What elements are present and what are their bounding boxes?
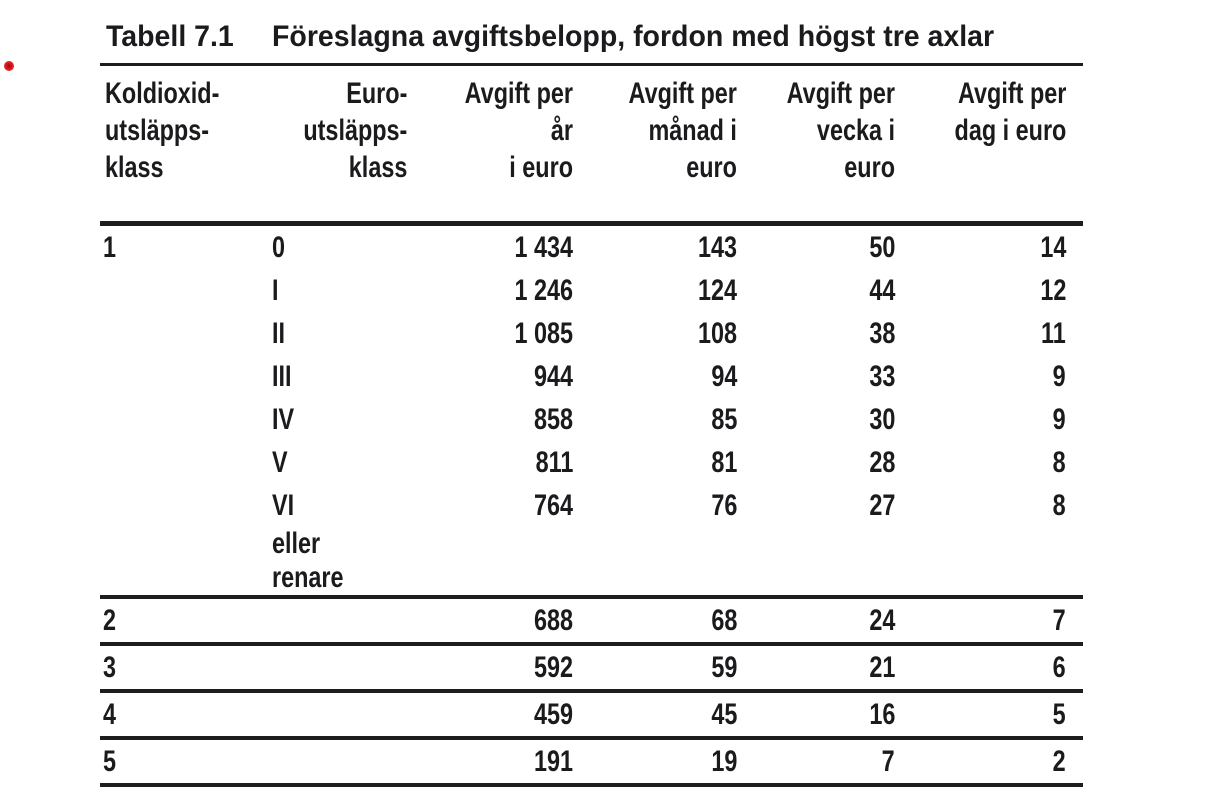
- cell-per-month: 45: [710, 697, 737, 731]
- table-figure: Tabell 7.1 Föreslagna avgiftsbelopp, for…: [100, 16, 1083, 787]
- cell-per-week: 33: [868, 359, 895, 393]
- cell-per-year: 858: [533, 402, 573, 436]
- cell-co2-class: [100, 398, 260, 441]
- cell-euro-class: [260, 738, 412, 785]
- cell-per-month: 59: [710, 650, 737, 684]
- table-row: 3 592 59 21 6: [100, 644, 1083, 691]
- cell-per-month: 124: [697, 273, 737, 307]
- cell-per-week: 16: [868, 697, 895, 731]
- table-row: V 811 81 28 8: [100, 441, 1083, 484]
- fee-table: Koldioxid- utsläpps- klass Euro- utsläpp…: [100, 63, 1083, 787]
- cell-co2-class: [100, 484, 260, 527]
- header-row: Koldioxid- utsläpps- klass Euro- utsläpp…: [100, 65, 1083, 224]
- table-row: IV 858 85 30 9: [100, 398, 1083, 441]
- table-row: 1 0 1 434 143 50 14: [100, 224, 1083, 270]
- cell-per-week: 44: [868, 273, 895, 307]
- cell-per-week: 7: [881, 744, 895, 778]
- cell-per-day: 5: [1052, 697, 1066, 731]
- cell-per-month: 94: [710, 359, 737, 393]
- cell-per-year: [412, 527, 573, 597]
- cell-euro-class: [260, 597, 412, 644]
- cell-per-week: 24: [868, 603, 895, 637]
- cell-per-day: 14: [1039, 230, 1066, 264]
- cell-euro-class: III: [272, 359, 292, 393]
- col-header-per-year: Avgift per år i euro: [464, 77, 573, 184]
- col-header-co2-class: Koldioxid- utsläpps- klass: [105, 77, 220, 184]
- cell-co2-class: [100, 312, 260, 355]
- table-caption-title: Föreslagna avgiftsbelopp, fordon med hög…: [272, 20, 995, 53]
- cell-per-day: 6: [1052, 650, 1066, 684]
- cell-euro-class: II: [272, 316, 286, 350]
- col-header-per-week: Avgift per vecka i euro: [786, 77, 895, 184]
- cell-per-year: 1 085: [514, 316, 573, 350]
- table-row: 2 688 68 24 7: [100, 597, 1083, 644]
- cell-per-year: 764: [533, 488, 573, 522]
- cell-per-year: 688: [533, 603, 573, 637]
- cell-per-month: 68: [710, 603, 737, 637]
- cell-per-week: 30: [868, 402, 895, 436]
- table-row: VI 764 76 27 8: [100, 484, 1083, 527]
- cell-per-week: [738, 527, 906, 597]
- cell-per-year: 592: [533, 650, 573, 684]
- cell-per-day: 7: [1052, 603, 1066, 637]
- cell-co2-class: 1: [103, 230, 117, 264]
- cell-euro-class: 0: [272, 230, 286, 264]
- cell-per-year: 1 246: [514, 273, 573, 307]
- cell-per-week: 38: [868, 316, 895, 350]
- cell-per-day: 9: [1052, 402, 1066, 436]
- table-row: 4 459 45 16 5: [100, 691, 1083, 738]
- cell-per-year: 811: [535, 445, 573, 479]
- cell-co2-class: 3: [103, 650, 117, 684]
- cell-per-week: 21: [868, 650, 895, 684]
- red-dot-marker-icon: [4, 61, 14, 71]
- cell-per-day: 8: [1052, 488, 1066, 522]
- table-row: II 1 085 108 38 11: [100, 312, 1083, 355]
- table-row-continuation: eller renare: [100, 527, 1083, 597]
- cell-co2-class: 2: [103, 603, 117, 637]
- col-header-euro-class: Euro- utsläpps- klass: [302, 77, 407, 184]
- cell-per-day: 2: [1052, 744, 1066, 778]
- cell-euro-class: [260, 691, 412, 738]
- cell-co2-class: 4: [103, 697, 117, 731]
- table-row: 5 191 19 7 2: [100, 738, 1083, 785]
- cell-per-month: 81: [710, 445, 737, 479]
- cell-euro-class: VI: [272, 488, 295, 522]
- cell-per-month: 85: [710, 402, 737, 436]
- col-header-per-month: Avgift per månad i euro: [628, 77, 737, 184]
- cell-euro-class: [260, 644, 412, 691]
- cell-per-year: 191: [533, 744, 573, 778]
- cell-euro-class: IV: [272, 402, 295, 436]
- table-caption: Tabell 7.1 Föreslagna avgiftsbelopp, for…: [100, 16, 1083, 63]
- cell-per-year: 1 434: [514, 230, 573, 264]
- cell-per-month: [573, 527, 738, 597]
- col-header-per-day: Avgift per dag i euro: [954, 77, 1066, 147]
- cell-per-month: 108: [697, 316, 737, 350]
- table-row: I 1 246 124 44 12: [100, 269, 1083, 312]
- cell-per-week: 27: [868, 488, 895, 522]
- cell-per-year: 944: [533, 359, 573, 393]
- cell-per-month: 19: [710, 744, 737, 778]
- cell-per-day: [906, 527, 1083, 597]
- cell-co2-class: 5: [103, 744, 117, 778]
- cell-per-week: 28: [868, 445, 895, 479]
- cell-per-week: 50: [868, 230, 895, 264]
- cell-co2-class: [100, 355, 260, 398]
- cell-co2-class: [100, 527, 260, 597]
- cell-per-year: 459: [533, 697, 573, 731]
- cell-per-day: 11: [1041, 316, 1066, 350]
- cell-per-month: 143: [697, 230, 737, 264]
- cell-co2-class: [100, 269, 260, 312]
- cell-euro-class: eller renare: [272, 527, 344, 594]
- cell-per-day: 8: [1052, 445, 1066, 479]
- table-row: III 944 94 33 9: [100, 355, 1083, 398]
- cell-euro-class: V: [272, 445, 288, 479]
- table-caption-label: Tabell 7.1: [106, 20, 234, 53]
- cell-co2-class: [100, 441, 260, 484]
- cell-per-day: 12: [1039, 273, 1066, 307]
- cell-per-day: 9: [1052, 359, 1066, 393]
- cell-euro-class: I: [272, 273, 279, 307]
- cell-per-month: 76: [710, 488, 737, 522]
